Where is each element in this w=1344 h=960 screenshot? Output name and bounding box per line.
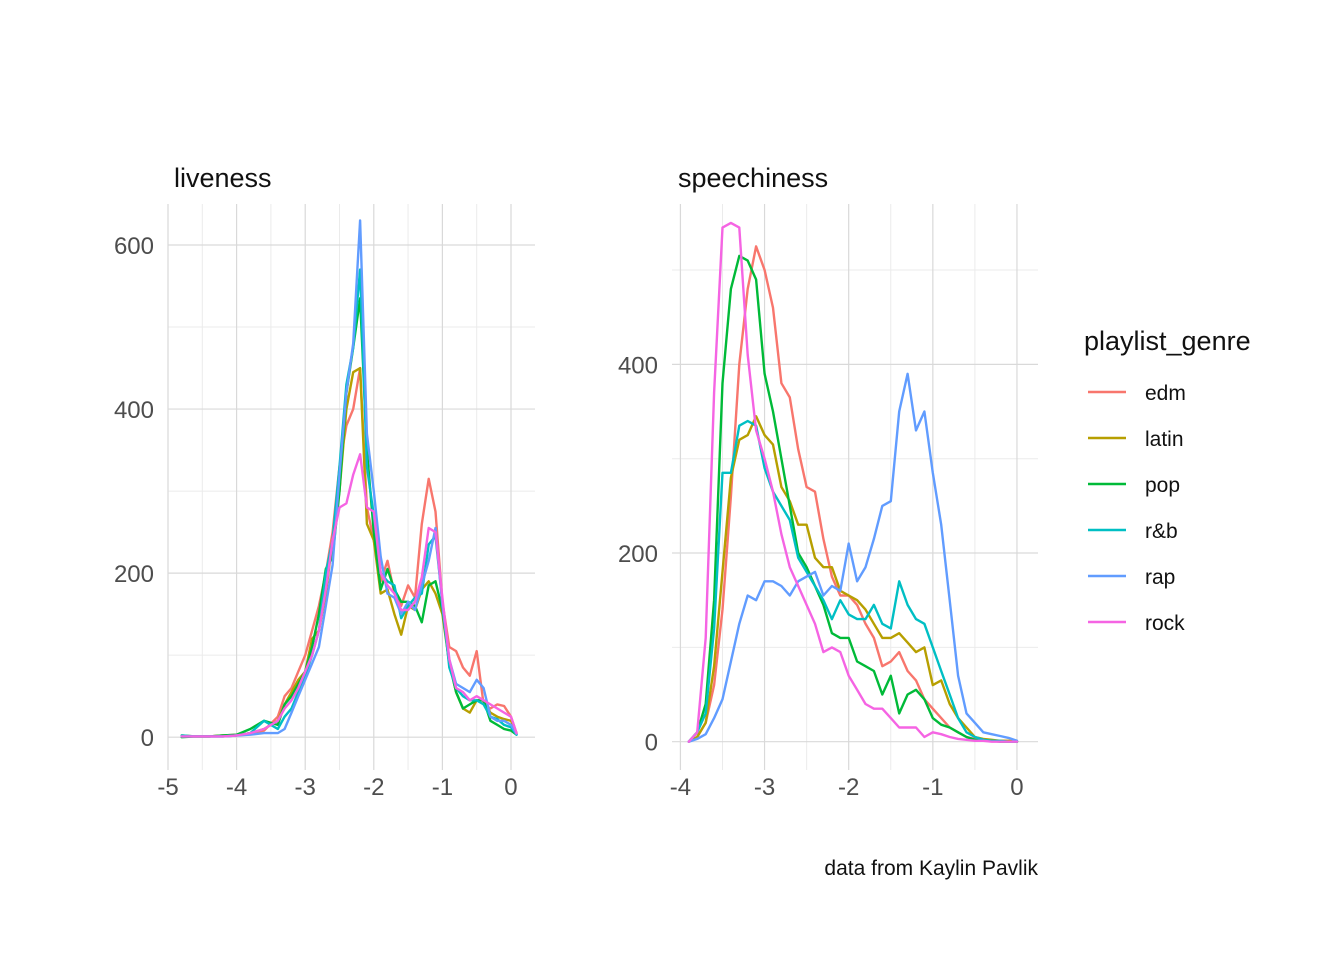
liveness-tick-labels: -5 -4 -3 -2 -1 0 0 200 400 600 bbox=[114, 233, 518, 801]
x-tick-label: -2 bbox=[838, 774, 859, 801]
legend-label: rap bbox=[1145, 566, 1175, 589]
x-tick-label: -1 bbox=[922, 774, 943, 801]
series-line-edm bbox=[180, 366, 518, 738]
y-tick-label: 0 bbox=[645, 730, 658, 757]
chart-panels: -5 -4 -3 -2 -1 0 0 200 400 600 liveness -4 -3 -2 -1 0 0 2… bbox=[114, 163, 1038, 801]
series-line-pop bbox=[180, 297, 518, 739]
x-tick-label: -5 bbox=[157, 774, 178, 801]
legend-item-edm: edm bbox=[1088, 382, 1186, 405]
x-tick-label: -2 bbox=[363, 774, 384, 801]
legend-label: r&b bbox=[1145, 520, 1178, 543]
series-line-pop bbox=[687, 254, 1019, 743]
speechiness-panel: -4 -3 -2 -1 0 0 200 400 speechiness bbox=[618, 163, 1038, 801]
x-tick-label: -3 bbox=[754, 774, 775, 801]
legend-label: rock bbox=[1145, 612, 1185, 635]
speechiness-grid bbox=[672, 204, 1038, 770]
series-line-rap bbox=[180, 219, 518, 738]
liveness-panel: -5 -4 -3 -2 -1 0 0 200 400 600 liveness bbox=[114, 163, 535, 801]
x-tick-label: 0 bbox=[1010, 774, 1023, 801]
legend-label: pop bbox=[1145, 474, 1180, 497]
series-line-latin bbox=[687, 415, 1019, 743]
y-tick-label: 400 bbox=[618, 352, 658, 379]
legend-item-rock: rock bbox=[1088, 612, 1185, 635]
legend-item-latin: latin bbox=[1088, 428, 1184, 451]
legend-item-rap: rap bbox=[1088, 566, 1175, 589]
legend-item-r-b: r&b bbox=[1088, 520, 1178, 543]
x-tick-label: -3 bbox=[295, 774, 316, 801]
series-line-r-b bbox=[687, 419, 1019, 743]
y-tick-label: 0 bbox=[141, 725, 154, 752]
y-tick-label: 200 bbox=[618, 541, 658, 568]
y-tick-label: 600 bbox=[114, 233, 154, 260]
series-line-rap bbox=[687, 372, 1019, 743]
legend-label: latin bbox=[1145, 428, 1184, 451]
panel-title-liveness: liveness bbox=[174, 163, 272, 193]
speechiness-tick-labels: -4 -3 -2 -1 0 0 200 400 bbox=[618, 352, 1024, 801]
liveness-grid bbox=[167, 204, 535, 770]
series-line-rock bbox=[180, 453, 518, 738]
legend-items: edm latin pop r&b rap rock bbox=[1088, 382, 1186, 635]
y-tick-label: 200 bbox=[114, 561, 154, 588]
x-tick-label: 0 bbox=[504, 774, 517, 801]
series-line-edm bbox=[687, 245, 1019, 743]
series-line-rock bbox=[687, 221, 1019, 743]
series-line-latin bbox=[180, 366, 518, 738]
x-tick-label: -4 bbox=[670, 774, 691, 801]
legend-item-pop: pop bbox=[1088, 474, 1180, 497]
panel-title-speechiness: speechiness bbox=[678, 163, 828, 193]
legend-title: playlist_genre bbox=[1084, 326, 1251, 356]
chart-caption: data from Kaylin Pavlik bbox=[824, 857, 1038, 880]
x-tick-label: -4 bbox=[226, 774, 247, 801]
y-tick-label: 400 bbox=[114, 397, 154, 424]
series-line-r-b bbox=[180, 268, 518, 738]
legend: playlist_genre edm latin pop r&b rap rock bbox=[1084, 326, 1251, 635]
liveness-lines bbox=[180, 219, 518, 739]
legend-label: edm bbox=[1145, 382, 1186, 405]
speechiness-lines bbox=[687, 221, 1019, 743]
x-tick-label: -1 bbox=[432, 774, 453, 801]
